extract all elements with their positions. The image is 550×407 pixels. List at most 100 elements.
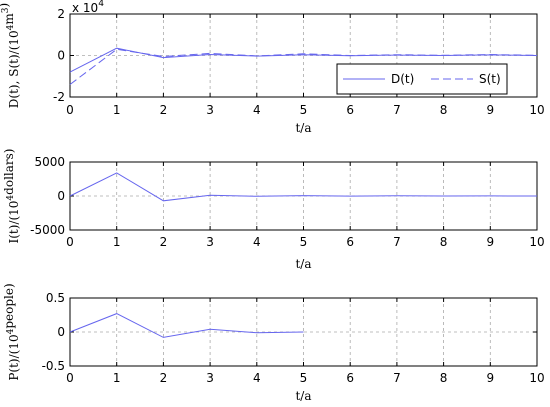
x-tick-label: 2 <box>160 371 168 385</box>
x-tick-label: 10 <box>529 103 544 117</box>
x-tick-label: 0 <box>66 103 74 117</box>
y-axis-label-superscript: 4 <box>6 328 16 334</box>
data-point <box>396 195 397 196</box>
x-tick-label: 3 <box>206 235 214 249</box>
y-axis-label-part: dollars) <box>2 149 16 195</box>
data-point <box>303 53 304 54</box>
data-point <box>69 84 70 85</box>
y-tick-label: 0 <box>57 49 65 63</box>
x-tick-label: 1 <box>113 371 121 385</box>
data-point <box>536 195 537 196</box>
data-point <box>490 54 491 55</box>
data-point <box>69 72 70 73</box>
data-point <box>116 49 117 50</box>
x-tick-label: 6 <box>346 235 354 249</box>
data-point <box>210 53 211 54</box>
x-tick-label: 0 <box>66 235 74 249</box>
legend-label: D(t) <box>391 72 414 86</box>
x-tick-label: 3 <box>206 103 214 117</box>
data-point <box>69 331 70 332</box>
x-tick-label: 2 <box>160 235 168 249</box>
x-tick-label: 9 <box>486 371 494 385</box>
data-point <box>256 55 257 56</box>
x-axis-label: t/a <box>295 257 311 271</box>
x-tick-label: 4 <box>253 371 261 385</box>
data-point <box>163 200 164 201</box>
data-point <box>536 55 537 56</box>
y-tick-label: 2 <box>57 7 65 21</box>
data-point <box>350 55 351 56</box>
x-tick-label: 0 <box>66 371 74 385</box>
y-tick-label: -5000 <box>30 223 65 237</box>
chart-panel-2: 0 1 2 3 4 5 6 7 8 9 1050000-5000t/aI(t)/(104dollar… <box>2 149 545 271</box>
data-point <box>396 54 397 55</box>
y-axis-label-part: P(t)/(10 <box>7 334 21 380</box>
x-tick-label: 2 <box>160 103 168 117</box>
data-point <box>256 196 257 197</box>
data-point <box>163 337 164 338</box>
y-axis-label-superscript: 4 <box>6 195 16 201</box>
x-tick-label: 9 <box>486 235 494 249</box>
y-axis-label-superscript: 3 <box>1 7 11 13</box>
series-line-1 <box>69 313 304 338</box>
data-point <box>69 195 70 196</box>
y-axis-label-superscript: 4 <box>6 24 16 30</box>
x-axis-label: t/a <box>295 389 311 403</box>
y-tick-label: 0.5 <box>46 291 65 305</box>
y-tick-label: -0.5 <box>42 359 65 373</box>
x-tick-label: 6 <box>346 103 354 117</box>
x-tick-label: 9 <box>486 103 494 117</box>
x-tick-label: 5 <box>300 103 308 117</box>
x-tick-label: 7 <box>393 235 401 249</box>
x-tick-label: 8 <box>440 103 448 117</box>
x-tick-label: 6 <box>346 371 354 385</box>
data-point <box>210 195 211 196</box>
x-tick-label: 1 <box>113 235 121 249</box>
x-tick-label: 4 <box>253 103 261 117</box>
series-line-2 <box>69 48 538 85</box>
data-point <box>163 57 164 58</box>
data-point <box>443 195 444 196</box>
data-point <box>443 55 444 56</box>
data-point <box>116 313 117 314</box>
x-tick-label: 7 <box>393 371 401 385</box>
data-point <box>303 195 304 196</box>
data-point <box>210 54 211 55</box>
x-tick-label: 4 <box>253 235 261 249</box>
x-axis-label: t/a <box>295 121 311 135</box>
x-tick-label: 8 <box>440 371 448 385</box>
y-axis-label: I(t)/(104dollars) <box>2 149 21 244</box>
x-tick-label: 5 <box>300 371 308 385</box>
series-line-1 <box>69 172 538 202</box>
data-point <box>163 56 164 57</box>
y-axis-label-part: m <box>2 13 16 25</box>
y-axis-exponent: x 104 <box>72 0 104 15</box>
y-tick-label: 0 <box>57 325 65 339</box>
data-point <box>303 331 304 332</box>
y-axis-label-part: people) <box>2 283 16 328</box>
y-tick-label: 5000 <box>34 155 65 169</box>
legend-label: S(t) <box>479 72 501 86</box>
x-tick-label: 5 <box>300 235 308 249</box>
x-tick-label: 10 <box>529 371 544 385</box>
y-axis-label-part: ) <box>0 3 11 8</box>
x-tick-label: 3 <box>206 371 214 385</box>
y-axis-exponent-power: 4 <box>98 0 104 9</box>
data-point <box>210 329 211 330</box>
data-point <box>256 332 257 333</box>
x-tick-label: 7 <box>393 103 401 117</box>
data-point <box>490 195 491 196</box>
y-tick-label: -2 <box>53 90 65 104</box>
chart-panel-3: 0 1 2 3 4 5 6 7 8 9 100.50-0.5t/aP(t)/(104people) <box>2 283 545 403</box>
y-axis-label-part: I(t)/(10 <box>7 201 21 244</box>
y-axis-label: D(t), S(t)/(104m3) <box>0 3 21 108</box>
x-tick-label: 1 <box>113 103 121 117</box>
y-axis-label-part: D(t), S(t)/(10 <box>7 30 21 108</box>
y-tick-label: 0 <box>57 189 65 203</box>
data-point <box>116 172 117 173</box>
data-point <box>350 195 351 196</box>
data-point <box>116 48 117 49</box>
x-tick-label: 10 <box>529 235 544 249</box>
